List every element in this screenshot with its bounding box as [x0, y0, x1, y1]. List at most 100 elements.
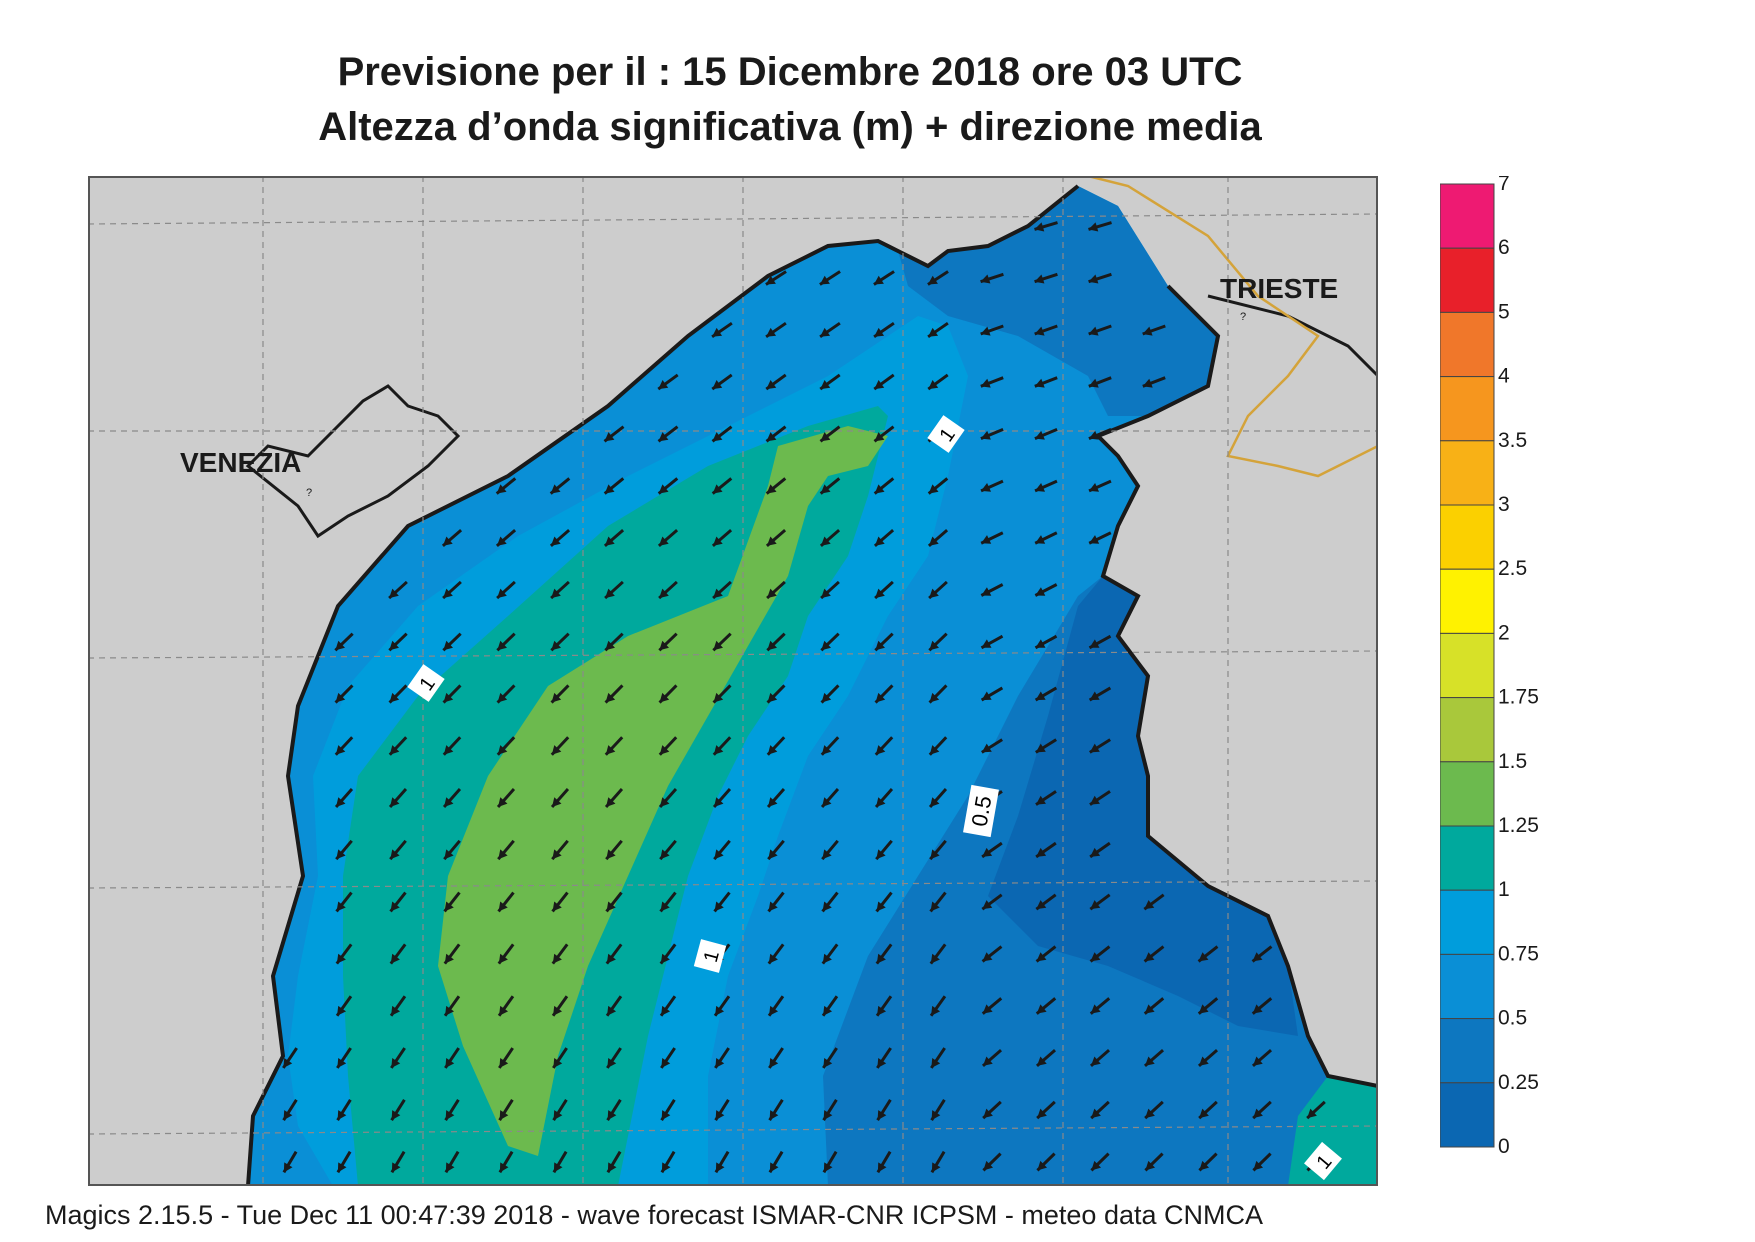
wave-arrow-head — [660, 849, 670, 860]
wave-arrow-head — [1089, 482, 1100, 492]
wave-arrow-head — [767, 588, 777, 599]
wave-arrow-head — [551, 692, 562, 703]
wave-arrow-head — [391, 1005, 401, 1016]
wave-arrow-head — [659, 588, 669, 599]
wave-arrow-head — [444, 797, 454, 807]
legend-label: 0.25 — [1498, 1071, 1539, 1094]
wave-arrow-head — [820, 536, 831, 546]
wave-arrow-head — [336, 797, 346, 807]
wave-arrow-head — [768, 953, 778, 964]
legend-label: 0 — [1498, 1135, 1510, 1158]
legend-label: 3.5 — [1498, 429, 1527, 452]
wave-arrow-head — [605, 588, 615, 599]
wave-arrow-head — [931, 1162, 941, 1173]
wave-arrow-head — [930, 901, 940, 912]
wave-arrow-head — [874, 380, 885, 390]
wave-arrow-head — [1036, 847, 1047, 857]
wave-arrow-head — [714, 849, 724, 860]
wave-arrow-head — [931, 1005, 941, 1016]
wave-arrow-head — [1035, 743, 1046, 753]
wave-arrow-head — [823, 1058, 833, 1068]
contour-label: 1 — [693, 939, 727, 973]
legend-swatch — [1440, 183, 1495, 249]
wave-arrow-head — [445, 1005, 455, 1016]
wave-arrow-head — [875, 692, 886, 703]
legend-swatch — [1440, 504, 1495, 570]
wave-arrow-head — [552, 849, 562, 860]
legend-swatch — [1440, 247, 1495, 313]
wave-arrow-head — [1089, 795, 1100, 805]
wave-arrow-head — [552, 797, 562, 807]
wave-arrow-head — [931, 1058, 941, 1068]
wave-arrow-head — [1035, 535, 1046, 544]
wave-arrow-head — [981, 639, 992, 648]
wave-arrow-head — [283, 1058, 293, 1068]
wave-arrow-head — [876, 797, 886, 807]
svg-text:0.5: 0.5 — [967, 794, 997, 828]
wave-arrow-head — [658, 536, 669, 546]
footer-credits: Magics 2.15.5 - Tue Dec 11 00:47:39 2018… — [45, 1200, 1263, 1230]
wave-arrow-head — [821, 588, 831, 599]
wave-arrow-head — [390, 797, 400, 807]
legend-swatch — [1440, 825, 1495, 891]
wave-arrow-head — [390, 901, 400, 912]
wave-arrow-head — [877, 1005, 887, 1016]
wave-arrow-head — [1088, 378, 1099, 388]
wave-arrow-head — [715, 1110, 725, 1121]
wave-arrow-head — [823, 1110, 833, 1121]
wave-arrow-head — [1142, 378, 1153, 388]
wave-arrow-head — [337, 1110, 347, 1121]
wave-arrow-head — [713, 745, 724, 755]
wave-arrow-head — [1090, 900, 1101, 910]
wave-arrow-head — [1034, 326, 1045, 336]
wave-arrow-head — [928, 380, 939, 390]
wave-arrow-head — [982, 847, 993, 857]
wave-arrow-head — [874, 536, 885, 546]
wave-arrow-head — [1090, 952, 1101, 962]
wave-arrow-head — [498, 901, 508, 912]
wave-arrow-head — [982, 1056, 993, 1066]
wave-arrow-head — [877, 1110, 887, 1121]
wave-arrow-head — [551, 745, 562, 755]
wave-arrow-head — [875, 640, 885, 651]
legend-label: 1.25 — [1498, 814, 1539, 837]
legend-label: 1 — [1498, 878, 1510, 901]
wave-arrow-head — [389, 745, 400, 755]
lagoon-islands — [245, 384, 461, 539]
legend-label: 1.5 — [1498, 750, 1527, 773]
wave-arrow-head — [874, 327, 885, 337]
wave-arrow-head — [823, 1162, 833, 1173]
wave-arrow-head — [765, 275, 776, 285]
wave-arrow-head — [819, 275, 830, 285]
wave-arrow-head — [927, 275, 938, 285]
wave-arrow-head — [659, 640, 669, 651]
wave-arrow-head — [1252, 952, 1263, 962]
title-line-1: Previsione per il : 15 Dicembre 2018 ore… — [337, 50, 1243, 94]
wave-arrow-head — [497, 640, 507, 651]
wave-arrow-head — [660, 901, 670, 912]
wave-arrow-head — [876, 953, 886, 964]
wave-arrow-head — [552, 953, 562, 964]
wave-arrow-head — [981, 743, 992, 753]
wave-arrow-head — [823, 1005, 833, 1016]
wave-arrow-head — [980, 430, 991, 440]
wave-arrow-head — [660, 797, 670, 807]
wave-arrow-head — [497, 745, 508, 755]
wave-arrow-head — [605, 692, 616, 703]
wave-arrow-head — [769, 1058, 779, 1068]
wave-arrow-head — [661, 1162, 671, 1173]
wave-arrow-head — [336, 953, 346, 964]
wave-arrow-head — [1036, 900, 1047, 910]
wave-arrow-head — [821, 692, 832, 703]
legend-swatch — [1440, 1082, 1495, 1148]
wave-arrow-head — [391, 1110, 401, 1121]
wave-arrow-head — [604, 484, 615, 494]
city-label-venezia: VENEZIA — [180, 447, 301, 478]
wave-arrow-head — [1090, 847, 1101, 857]
wave-arrow-head — [929, 640, 939, 651]
legend-label: 3 — [1498, 493, 1510, 516]
wave-arrow-head — [1252, 1004, 1263, 1014]
wave-arrow-head — [929, 745, 940, 755]
wave-arrow-head — [1036, 1004, 1047, 1014]
wave-arrow-head — [714, 901, 724, 912]
